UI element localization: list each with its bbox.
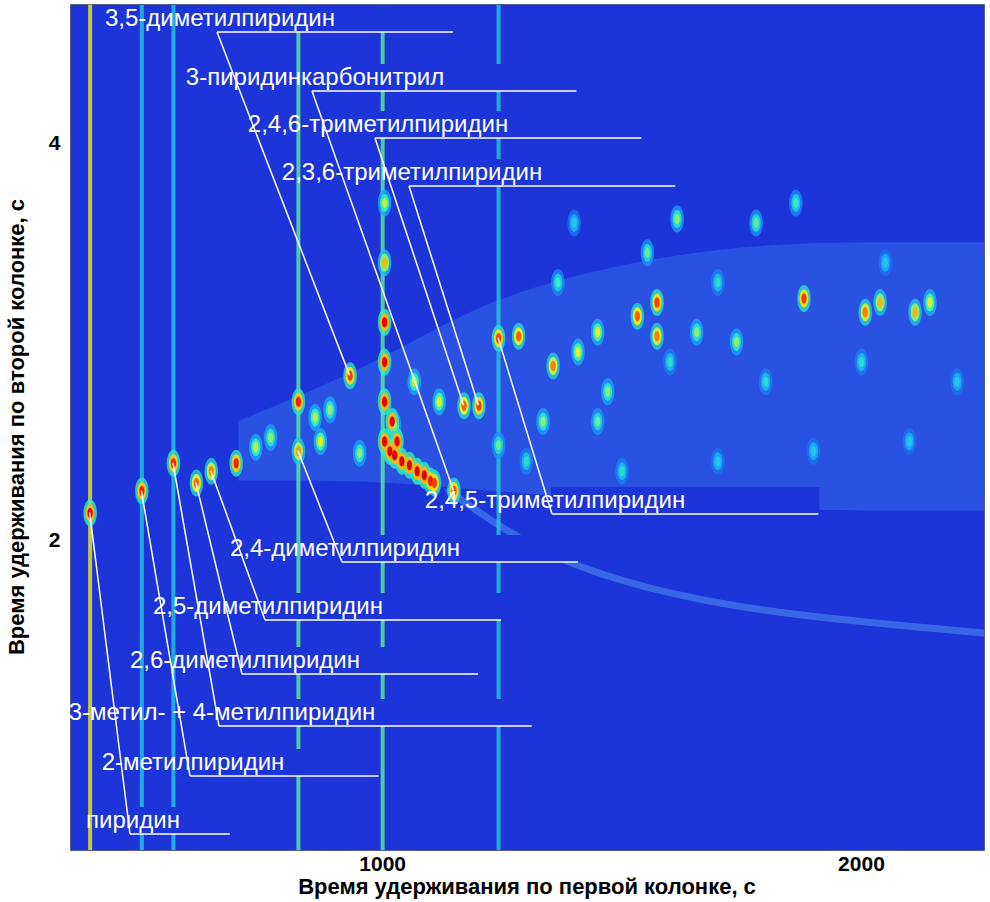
svg-text:2,3,6-триметилпиридин: 2,3,6-триметилпиридин bbox=[282, 158, 542, 185]
svg-text:3,5-диметилпиридин: 3,5-диметилпиридин bbox=[105, 4, 335, 31]
svg-text:2,5-диметилпиридин: 2,5-диметилпиридин bbox=[153, 592, 383, 619]
svg-text:Время удерживания по второй ко: Время удерживания по второй колонке, с bbox=[4, 199, 29, 655]
svg-text:2,4,5-триметилпиридин: 2,4,5-триметилпиридин bbox=[425, 486, 685, 513]
svg-text:2,4-диметилпиридин: 2,4-диметилпиридин bbox=[230, 534, 460, 561]
svg-text:2: 2 bbox=[49, 528, 61, 551]
svg-text:2-метилпиридин: 2-метилпиридин bbox=[102, 748, 285, 775]
svg-text:4: 4 bbox=[49, 131, 61, 154]
svg-text:3-пиридинкарбонитрил: 3-пиридинкарбонитрил bbox=[186, 63, 444, 90]
svg-text:2,6-диметилпиридин: 2,6-диметилпиридин bbox=[130, 646, 360, 673]
svg-text:Время удерживания по первой ко: Время удерживания по первой колонке, с bbox=[298, 874, 756, 899]
svg-text:2,4,6-триметилпиридин: 2,4,6-триметилпиридин bbox=[248, 110, 508, 137]
svg-text:3-метил- + 4-метилпиридин: 3-метил- + 4-метилпиридин bbox=[69, 698, 376, 725]
svg-text:1000: 1000 bbox=[359, 852, 406, 875]
svg-text:пиридин: пиридин bbox=[86, 806, 180, 833]
svg-text:2000: 2000 bbox=[838, 852, 885, 875]
